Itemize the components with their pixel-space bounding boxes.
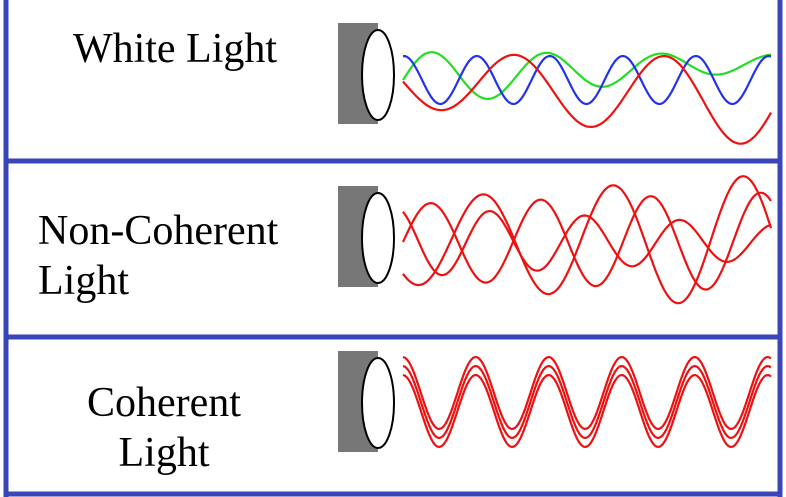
wave-white-3	[402, 53, 772, 145]
wave-non-coherent-2	[402, 209, 772, 277]
light-source-coherent	[338, 351, 395, 452]
light-source-lens	[361, 357, 395, 449]
diagram-frame	[3, 0, 783, 497]
light-source-white	[338, 23, 395, 124]
label-line: Non-Coherent	[38, 208, 279, 254]
light-source-non-coherent	[338, 186, 395, 287]
label-line: White Light	[72, 26, 278, 72]
label-coherent-light: Coherent Light	[14, 378, 314, 478]
label-white-light: White Light	[20, 24, 330, 74]
wave-white-2	[403, 54, 772, 106]
light-source-lens	[361, 29, 395, 121]
label-line: Coherent	[87, 380, 241, 426]
wave-white-1	[402, 51, 772, 100]
wave-non-coherent-3	[402, 175, 773, 305]
wave-group	[402, 51, 773, 449]
wave-coherent-2	[402, 364, 772, 440]
label-non-coherent-light: Non-Coherent Light	[14, 206, 358, 306]
wave-non-coherent-1	[402, 191, 772, 291]
light-source-lens	[361, 192, 395, 284]
wave-coherent-3	[402, 373, 772, 449]
label-line: Light	[38, 258, 129, 304]
label-line: Light	[118, 430, 210, 476]
wave-coherent-1	[402, 355, 772, 431]
